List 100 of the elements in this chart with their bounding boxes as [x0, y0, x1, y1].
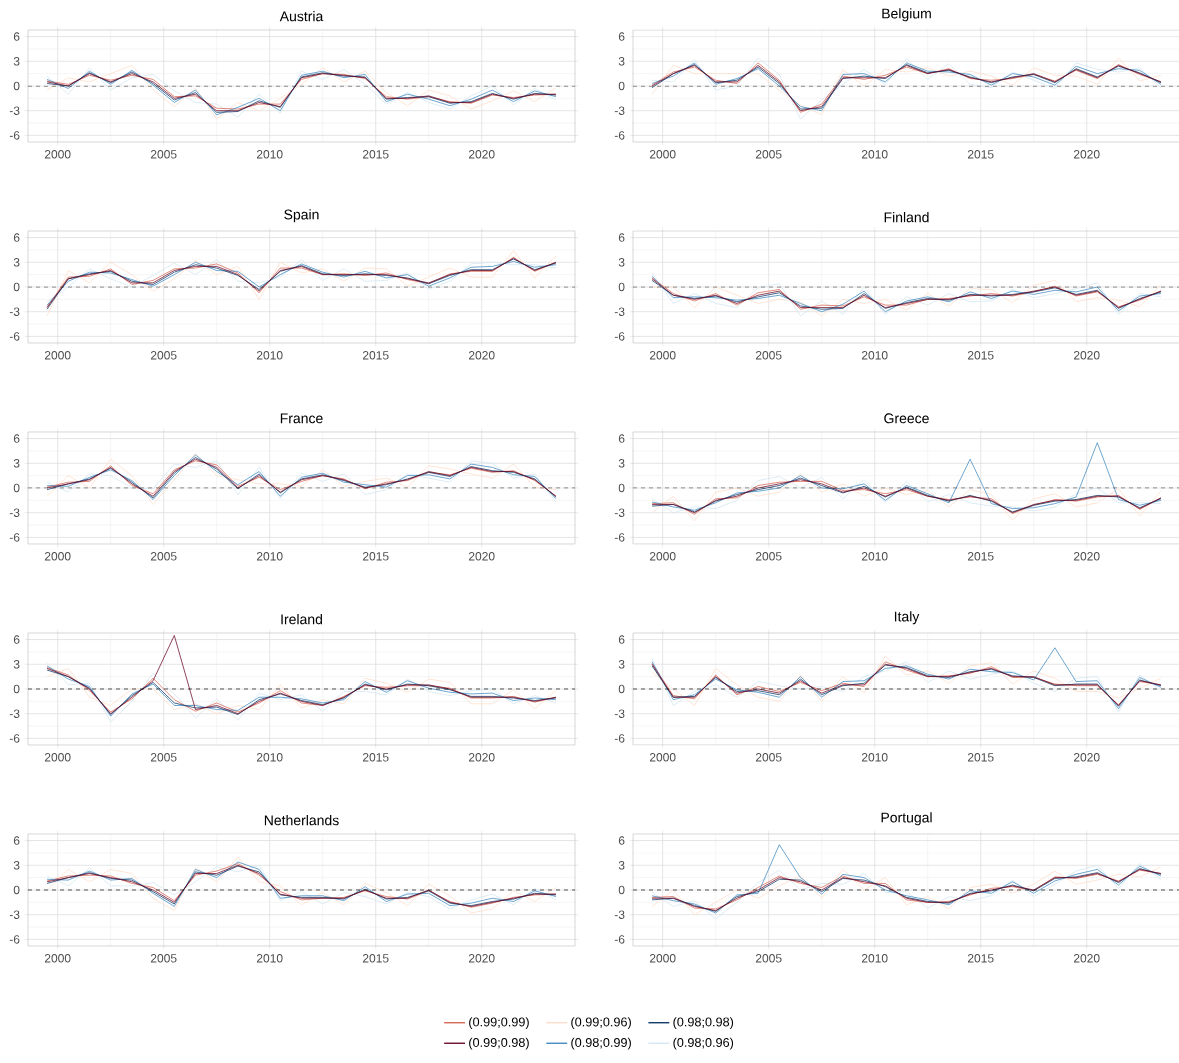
y-tick-label: 6 — [618, 434, 625, 443]
y-tick-label: -3 — [9, 910, 20, 919]
x-tick-label: 2015 — [967, 351, 994, 360]
x-tick-label: 2010 — [256, 150, 283, 159]
x-tick-label: 2010 — [861, 954, 888, 963]
y-tick-label: 3 — [13, 57, 20, 66]
legend-label: (0.98;0.99) — [571, 1037, 631, 1050]
legend-label: (0.98;0.96) — [673, 1037, 734, 1050]
y-tick-label: 0 — [618, 684, 625, 694]
x-tick-label: 2010 — [861, 150, 888, 159]
x-tick-label: 2015 — [362, 753, 389, 762]
y-tick-label: 0 — [13, 483, 20, 493]
x-tick-label: 2020 — [1073, 954, 1100, 963]
x-tick-label: 2015 — [967, 753, 994, 762]
x-tick-label: 2010 — [861, 552, 888, 561]
x-tick-label: 2005 — [755, 150, 782, 159]
x-tick-label: 2005 — [150, 150, 177, 159]
x-tick-label: 2010 — [861, 753, 888, 762]
x-tick-label: 2020 — [1073, 753, 1100, 762]
y-tick-label: -3 — [9, 508, 20, 517]
chart-title: Greece — [884, 413, 929, 424]
chart-title: Netherlands — [264, 815, 339, 826]
y-tick-label: 3 — [13, 861, 20, 870]
y-tick-label: 0 — [13, 684, 20, 694]
legend-label: (0.99;0.96) — [571, 1017, 631, 1029]
chart-title: Portugal — [881, 812, 932, 826]
x-tick-label: 2005 — [150, 753, 177, 762]
x-tick-label: 2000 — [44, 954, 71, 963]
y-tick-label: -6 — [614, 533, 625, 542]
y-tick-label: 3 — [13, 258, 20, 267]
y-tick-label: 0 — [618, 81, 625, 91]
y-tick-label: 0 — [13, 282, 20, 292]
chart-title: Belgium — [882, 8, 931, 22]
y-tick-label: -3 — [614, 508, 625, 517]
x-tick-label: 2005 — [150, 552, 177, 561]
y-tick-label: -6 — [9, 935, 20, 944]
legend-label: (0.99;0.98) — [469, 1037, 529, 1050]
x-tick-label: 2020 — [1073, 351, 1100, 360]
y-tick-label: -6 — [614, 734, 625, 743]
x-tick-label: 2010 — [256, 552, 283, 561]
x-tick-label: 2005 — [755, 753, 782, 762]
x-tick-label: 2020 — [468, 753, 495, 762]
y-tick-label: 3 — [13, 459, 20, 468]
y-tick-label: -6 — [9, 533, 20, 542]
y-tick-label: -6 — [614, 131, 625, 140]
y-tick-label: 3 — [13, 660, 20, 669]
y-tick-label: 3 — [618, 57, 625, 66]
y-tick-label: 6 — [13, 635, 20, 644]
y-tick-label: -6 — [614, 332, 625, 341]
y-tick-label: 6 — [13, 32, 20, 41]
x-tick-label: 2020 — [468, 150, 495, 159]
y-tick-label: 6 — [618, 32, 625, 41]
y-tick-label: -3 — [614, 709, 625, 718]
y-tick-label: 3 — [618, 258, 625, 267]
chart-title: Ireland — [281, 614, 322, 625]
y-tick-label: 6 — [13, 434, 20, 443]
y-tick-label: -3 — [614, 106, 625, 115]
y-tick-label: -3 — [614, 910, 625, 919]
y-tick-label: -6 — [9, 332, 20, 341]
x-tick-label: 2015 — [362, 552, 389, 561]
x-tick-label: 2015 — [362, 954, 389, 963]
x-tick-label: 2000 — [44, 753, 71, 762]
x-tick-label: 2005 — [755, 351, 782, 360]
y-tick-label: 6 — [13, 233, 20, 242]
x-tick-label: 2000 — [649, 150, 676, 159]
y-tick-label: 0 — [618, 483, 625, 493]
x-tick-label: 2005 — [755, 552, 782, 561]
chart-title: France — [280, 413, 323, 424]
x-tick-label: 2015 — [967, 954, 994, 963]
x-tick-label: 2015 — [967, 552, 994, 561]
x-tick-label: 2020 — [1073, 552, 1100, 561]
x-tick-label: 2020 — [1073, 150, 1100, 159]
y-tick-label: -3 — [9, 106, 20, 115]
x-tick-label: 2020 — [468, 351, 495, 360]
legend-label: (0.99;0.99) — [469, 1017, 529, 1029]
y-tick-label: 6 — [618, 635, 625, 644]
x-tick-label: 2005 — [150, 954, 177, 963]
y-tick-label: -6 — [9, 734, 20, 743]
y-tick-label: 0 — [13, 885, 20, 895]
y-tick-label: -6 — [9, 131, 20, 140]
y-tick-label: -3 — [9, 709, 20, 718]
x-tick-label: 2015 — [362, 150, 389, 159]
x-tick-label: 2015 — [362, 351, 389, 360]
x-tick-label: 2010 — [861, 351, 888, 360]
chart-title: Spain — [284, 209, 319, 223]
y-tick-label: -3 — [614, 307, 625, 316]
x-tick-label: 2000 — [44, 150, 71, 159]
x-tick-label: 2000 — [649, 753, 676, 762]
x-tick-label: 2000 — [44, 351, 71, 360]
x-tick-label: 2005 — [150, 351, 177, 360]
y-tick-label: 3 — [618, 861, 625, 870]
chart-title: Italy — [894, 611, 920, 625]
x-tick-label: 2005 — [755, 954, 782, 963]
y-tick-label: 6 — [618, 836, 625, 845]
y-tick-label: -6 — [614, 935, 625, 944]
y-tick-label: -3 — [9, 307, 20, 316]
x-tick-label: 2020 — [468, 954, 495, 963]
x-tick-label: 2010 — [256, 753, 283, 762]
x-tick-label: 2010 — [256, 954, 283, 963]
x-tick-label: 2020 — [468, 552, 495, 561]
